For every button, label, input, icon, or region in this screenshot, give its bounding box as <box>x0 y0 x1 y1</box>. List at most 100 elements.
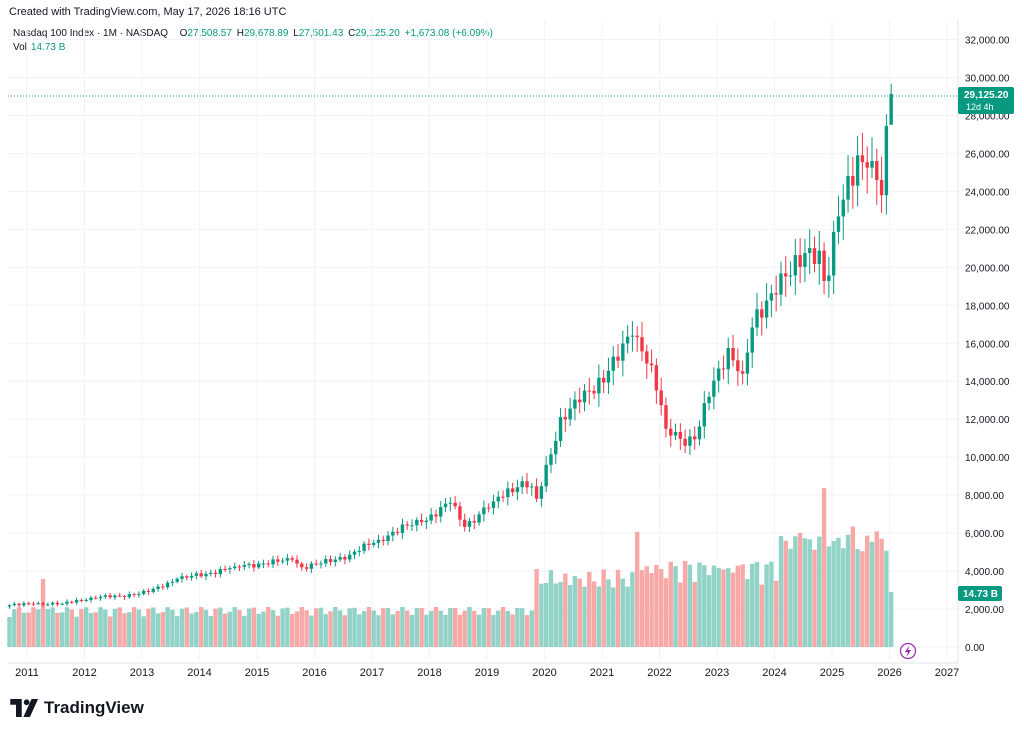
volume-bar <box>179 608 185 647</box>
volume-bar <box>112 608 118 647</box>
x-tick-label: 2019 <box>475 667 499 679</box>
volume-bar <box>127 612 132 647</box>
candle-body <box>74 599 79 603</box>
volume-value: 14.73 B <box>30 42 66 53</box>
candle-body <box>328 559 333 562</box>
candle-body <box>424 520 429 523</box>
low-label: L <box>293 28 299 39</box>
candle-body <box>716 368 721 381</box>
candle-body <box>458 506 462 520</box>
volume-bar <box>807 539 812 647</box>
x-tick-label: 2023 <box>705 667 729 679</box>
tradingview-logo[interactable]: TradingView <box>10 698 144 718</box>
candle-body <box>472 521 476 523</box>
volume-bar <box>227 611 233 647</box>
volume-bar <box>534 569 539 647</box>
candle-body <box>707 396 711 404</box>
volume-bar <box>855 548 860 647</box>
volume-bar <box>175 616 180 647</box>
candle-body <box>137 593 141 595</box>
volume-bar <box>448 608 453 647</box>
candle-body <box>348 554 352 560</box>
candle-body <box>31 603 36 605</box>
candle-body <box>439 507 443 517</box>
volume-bar <box>45 609 51 647</box>
candle-body <box>870 161 874 168</box>
candle-body <box>568 408 572 420</box>
candle-body <box>506 488 510 498</box>
volume-bar <box>294 611 300 647</box>
volume-bar <box>654 565 659 647</box>
price-chart[interactable]: 0.00 2,000.00 4,000.00 6,000.00 8,000.00 10,0… <box>0 0 1024 690</box>
volume-bar <box>213 608 218 647</box>
volume-bar <box>103 609 108 647</box>
candle-body <box>625 336 630 344</box>
volume-bar <box>505 610 511 647</box>
candle-body <box>491 501 496 508</box>
symbol-title[interactable]: Nasdaq 100 Index · 1M · NASDAQ <box>13 28 169 39</box>
candle-body <box>788 275 793 277</box>
volume-bar <box>136 609 142 647</box>
volume-bar <box>309 615 314 647</box>
y-tick-label: 32,000.00 <box>965 36 1010 47</box>
candle-body <box>113 595 117 598</box>
y-tick-label: 2,000.00 <box>965 605 1004 616</box>
y-tick-label: 8,000.00 <box>965 491 1004 502</box>
volume-bar <box>381 608 386 647</box>
candle-body <box>333 559 338 562</box>
volume-bar <box>160 611 166 647</box>
candle-body <box>831 231 836 276</box>
candle-body <box>817 250 821 264</box>
volume-bar <box>165 607 170 647</box>
y-tick-label: 26,000.00 <box>965 149 1010 160</box>
candle-body <box>103 595 108 597</box>
time-axis: 2011 2012 2013 2014 2015 2016 2017 2018 2019 2020… <box>8 662 959 679</box>
volume-bar <box>831 540 836 647</box>
candle-body <box>141 590 146 594</box>
volume-bar <box>515 607 520 647</box>
candle-body <box>649 363 654 366</box>
volume-bar <box>850 526 856 647</box>
volume-bar <box>644 566 649 647</box>
candle-body <box>573 399 577 409</box>
candle-body <box>664 405 668 429</box>
volume-bar <box>524 615 530 647</box>
candle-body <box>324 559 328 564</box>
volume-bar <box>750 563 755 647</box>
volume-bar <box>845 534 851 647</box>
candle-body <box>204 573 208 577</box>
candle-body <box>827 275 831 281</box>
x-tick-label: 2016 <box>302 667 326 679</box>
volume-bar <box>764 564 769 647</box>
volume-bar <box>232 607 237 647</box>
tradingview-logo-icon <box>10 699 39 717</box>
volume-bar <box>433 607 439 647</box>
volume-bar <box>663 578 669 647</box>
volume-bar <box>841 548 846 647</box>
lightning-icon[interactable] <box>899 642 917 660</box>
candle-body <box>233 566 237 569</box>
candle-body <box>875 161 879 180</box>
volume-bar <box>405 610 410 647</box>
candle-body <box>415 519 419 526</box>
open-value: 27,508.57 <box>187 28 232 39</box>
volume-bar <box>601 569 606 647</box>
candle-body <box>386 535 390 542</box>
candle-body <box>501 496 505 498</box>
candle-body <box>276 559 280 562</box>
volume-bar <box>577 578 582 647</box>
volume-bar <box>361 611 367 647</box>
volume-bar <box>12 609 17 647</box>
volume-bar <box>50 607 55 647</box>
volume-bar <box>745 579 750 647</box>
open-label: O <box>179 28 188 39</box>
candle-body <box>549 454 553 465</box>
volume-bar <box>543 583 549 647</box>
volume-bar <box>625 586 630 647</box>
volume-bar <box>472 610 477 647</box>
candle-body <box>352 551 357 555</box>
candle-body <box>319 563 323 565</box>
candle-body <box>79 599 84 601</box>
candle-body <box>60 603 64 605</box>
candle-body <box>851 175 855 186</box>
